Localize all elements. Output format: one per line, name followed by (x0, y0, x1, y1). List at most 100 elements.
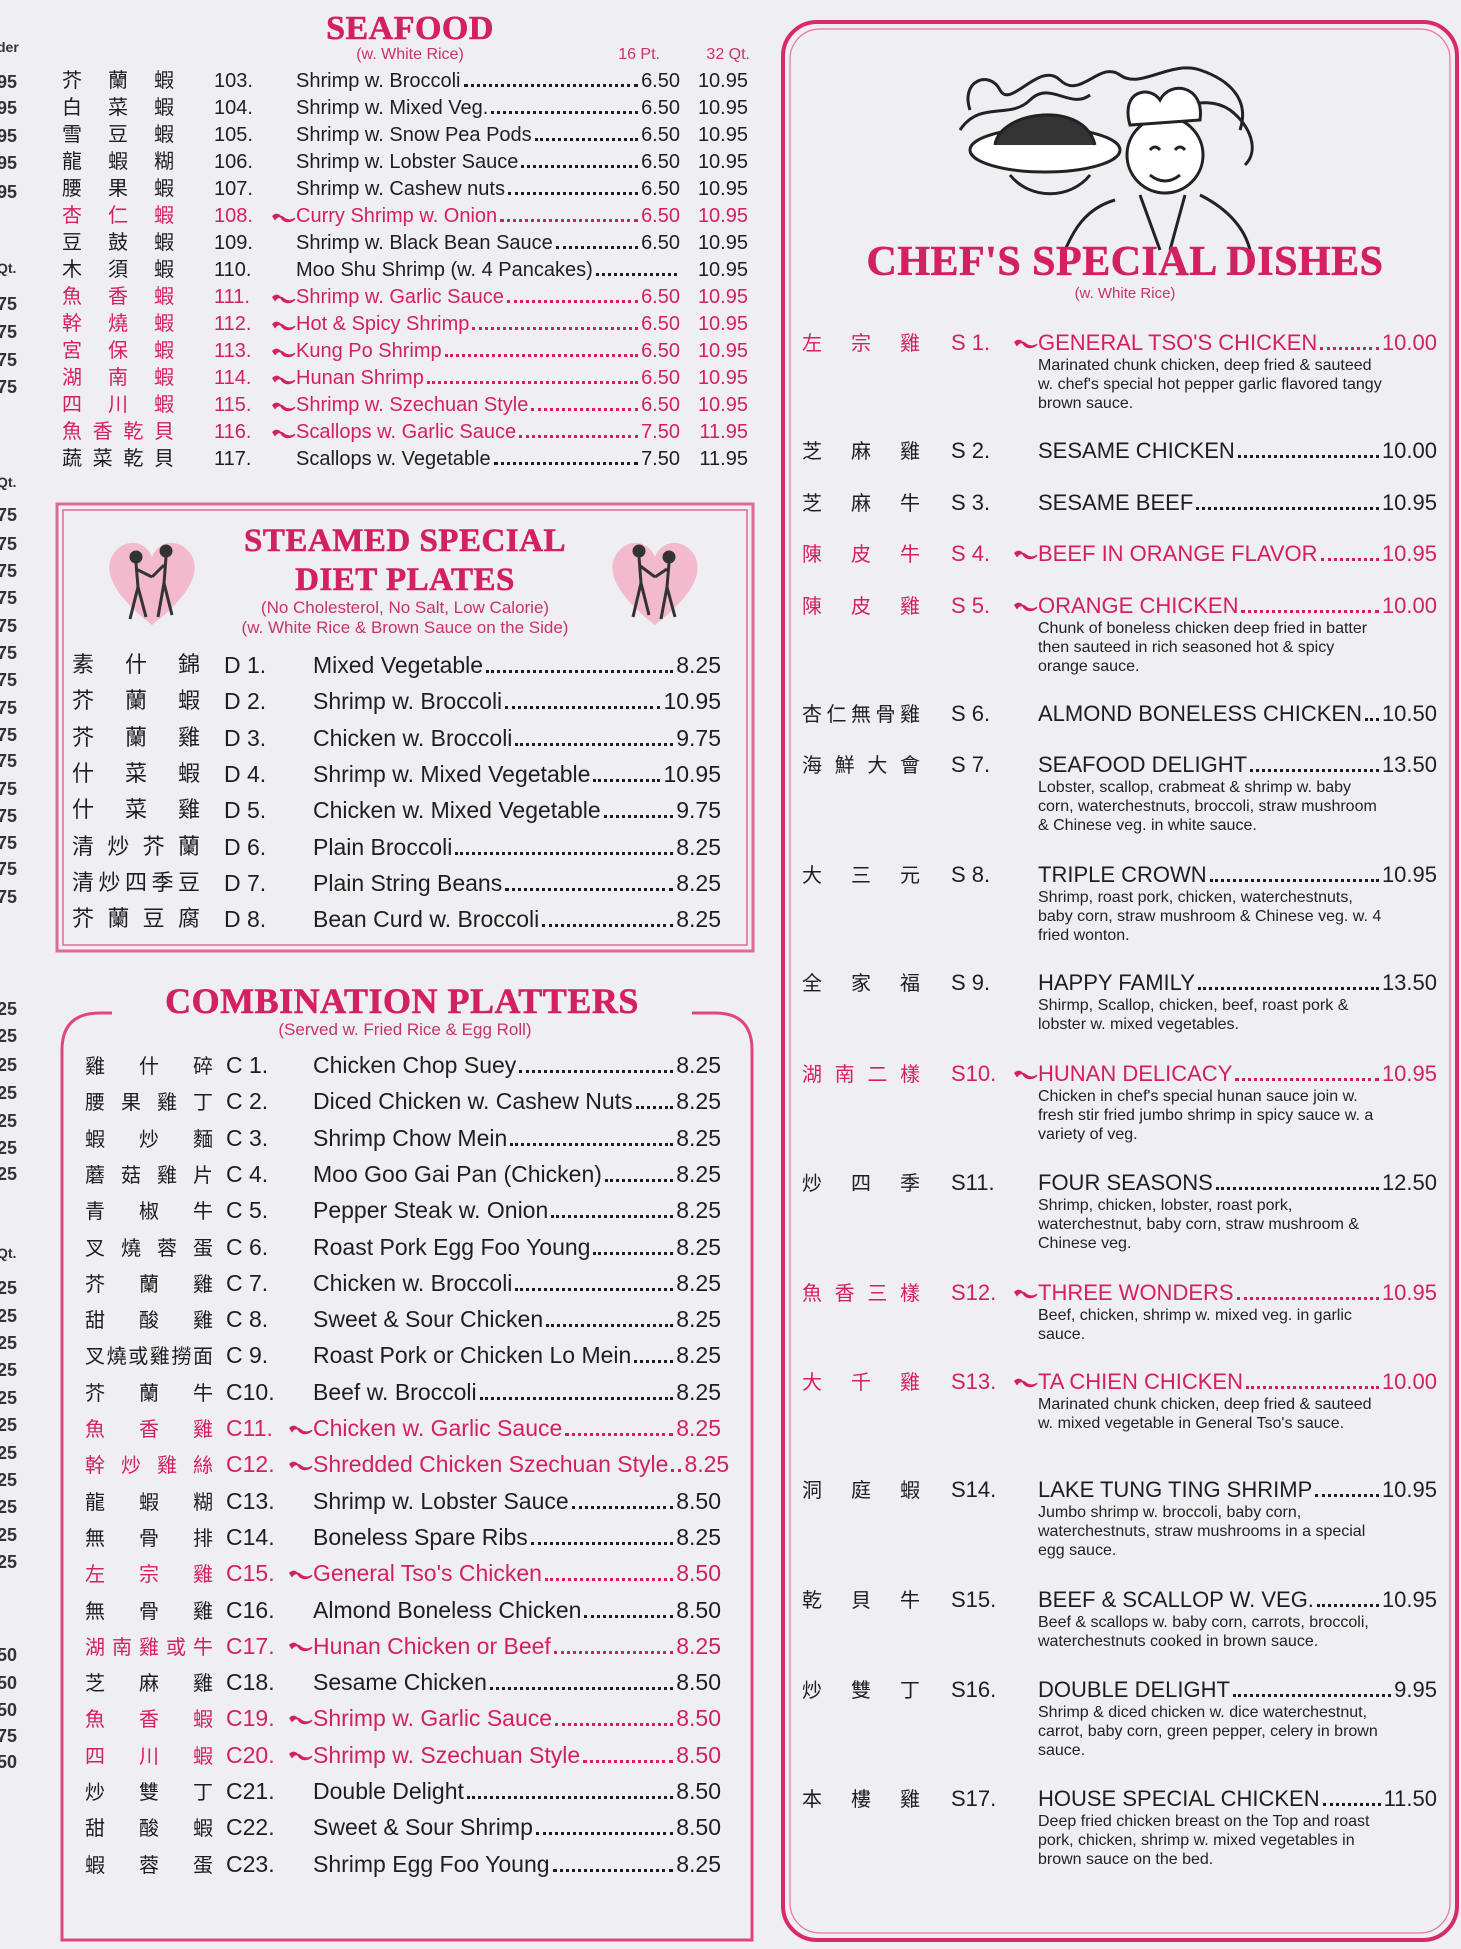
edge-fragment: 25 (0, 1278, 18, 1299)
price: 13.50 (1381, 752, 1437, 777)
price-pint: 6.50 (641, 313, 680, 335)
price: 8.25 (676, 1052, 721, 1078)
menu-item: 芥 蘭 牛 C10. Beef w. Broccoli 8.25 (85, 1372, 721, 1406)
price-pint: 6.50 (641, 394, 680, 416)
chinese-name: 蔬 菜 乾 貝 (62, 446, 174, 470)
item-name: SESAME BEEF (1038, 490, 1194, 515)
price: 10.95 (1381, 1477, 1437, 1502)
chinese-name: 杏 仁 蝦 (62, 203, 174, 227)
dot-leader (493, 462, 639, 465)
menu-item: 湖南二樣 S10. HUNAN DELICACY 10.95 (802, 1055, 1437, 1087)
dot-leader (505, 706, 661, 710)
menu-item: 白 菜 蝦 104. Shrimp w. Mixed Veg. 6.50 10.95 (62, 93, 748, 120)
spicy-icon (1014, 1070, 1038, 1080)
dot-leader (426, 381, 639, 384)
dot-leader (546, 1324, 674, 1328)
dot-leader (519, 435, 639, 438)
spicy-icon (1014, 602, 1038, 612)
chinese-name: 湖南雞或牛 (85, 1634, 213, 1659)
chinese-name: 杏仁無骨雞 (802, 702, 920, 726)
item-name: TRIPLE CROWN (1038, 862, 1207, 887)
price: 8.25 (676, 1342, 721, 1369)
chinese-name: 芥 蘭 豆 腐 (72, 907, 200, 933)
spicy-icon (272, 321, 296, 330)
item-name: Pepper Steak w. Onion (313, 1197, 549, 1224)
item-number: C 5. (226, 1197, 269, 1224)
item-number: C 6. (226, 1233, 269, 1260)
item-name: Shrimp w. Mixed Veg. (296, 97, 489, 119)
price-quart: 10.95 (697, 97, 748, 119)
menu-item: 芥 蘭 雞 C 7. Chicken w. Broccoli 8.25 (85, 1263, 721, 1297)
dot-leader (1235, 1078, 1379, 1081)
chinese-name: 左 宗 雞 (802, 331, 920, 355)
menu-item: 什 菜 蝦 D 4. Shrimp w. Mixed Vegetable 10.95 (72, 754, 721, 788)
edge-fragment: 75 (0, 1726, 18, 1747)
menu-item: 陳 皮 雞 S 5. ORANGE CHICKEN 10.00 (802, 587, 1437, 619)
menu-item: 四 川 蝦 115. Shrimp w. Szechuan Style 6.50 10.… (62, 390, 748, 417)
item-number: 105. (214, 124, 253, 146)
item-number: 104. (214, 97, 253, 119)
spicy-icon (289, 1751, 313, 1761)
menu-item: 魚 香 蝦 C19. Shrimp w. Garlic Sauce 8.50 (85, 1698, 721, 1732)
spicy-icon (272, 402, 296, 411)
dot-leader (1250, 769, 1379, 772)
chinese-name: 無 骨 排 (85, 1525, 213, 1550)
menu-item: 雪 豆 蝦 105. Shrimp w. Snow Pea Pods 6.50 10.9… (62, 120, 748, 147)
menu-item: 蝦 蓉 蛋 C23. Shrimp Egg Foo Young 8.25 (85, 1844, 721, 1878)
item-number: C 1. (226, 1052, 269, 1078)
edge-fragment: 75 (0, 560, 18, 581)
dot-leader (500, 219, 639, 222)
price: 8.25 (676, 869, 721, 896)
dot-leader (479, 1396, 674, 1400)
edge-fragment: 50 (0, 1752, 18, 1773)
menu-item: 龍 蝦 糊 106. Shrimp w. Lobster Sauce 6.50 10.9… (62, 147, 748, 174)
menu-item: 甜 酸 蝦 C22. Sweet & Sour Shrimp 8.50 (85, 1807, 721, 1841)
price: 12.50 (1381, 1170, 1437, 1195)
chinese-name: 雪 豆 蝦 (62, 122, 174, 146)
chinese-name: 大 三 元 (802, 863, 920, 887)
menu-item: 乾 貝 牛 S15. BEEF & SCALLOP W. VEG. 10.95 (802, 1581, 1437, 1613)
item-number: C18. (226, 1669, 275, 1696)
chinese-name: 幹 燒 蝦 (62, 311, 174, 335)
edge-fragment: 75 (0, 833, 18, 854)
edge-fragment: 25 (0, 1305, 18, 1326)
edge-fragment: 75 (0, 643, 18, 664)
item-number: S 7. (951, 752, 991, 777)
price-pint: 7.50 (641, 421, 680, 443)
chinese-name: 大 千 雞 (802, 1370, 920, 1394)
item-number: 115. (214, 394, 296, 417)
dot-leader (1209, 879, 1379, 882)
title-line: DIET PLATES (295, 562, 515, 599)
menu-item: 芥 蘭 蝦 D 2. Shrimp w. Broccoli 10.95 (72, 681, 721, 715)
chef-box-inner (789, 28, 1451, 1934)
chinese-name: 全 家 福 (802, 971, 920, 995)
menu-item: 芝 麻 雞 S 2. SESAME CHICKEN 10.00 (802, 432, 1437, 464)
chinese-name: 炒 雙 丁 (802, 1678, 920, 1702)
edge-fragment: 25 (0, 1524, 18, 1545)
price-quart: 11.95 (699, 421, 748, 443)
price-quart: 10.95 (697, 205, 748, 227)
menu-item: 蔬 菜 乾 貝 117. Scallops w. Vegetable 7.50 11.9… (62, 444, 748, 471)
item-name: Moo Goo Gai Pan (Chicken) (313, 1160, 602, 1187)
item-number: 114. (214, 367, 296, 390)
chinese-name: 芥 蘭 牛 (85, 1380, 213, 1405)
item-name: GENERAL TSO'S CHICKEN (1038, 330, 1318, 355)
chinese-name: 甜 酸 蝦 (85, 1816, 213, 1841)
dot-leader (1316, 1604, 1379, 1607)
chinese-name: 什 菜 蝦 (72, 761, 200, 787)
chinese-name: 幹 炒 雞 絲 (85, 1453, 213, 1478)
price: 10.95 (1381, 1061, 1437, 1086)
item-name: HOUSE SPECIAL CHICKEN (1038, 1786, 1320, 1811)
chinese-name: 白 菜 蝦 (62, 95, 174, 119)
menu-item: 魚 香 雞 C11. Chicken w. Garlic Sauce 8.25 (85, 1408, 721, 1442)
chinese-name: 腰 果 雞 丁 (85, 1090, 213, 1115)
item-name: Chicken w. Mixed Vegetable (313, 797, 601, 824)
chinese-name: 四 川 蝦 (62, 392, 174, 416)
note: (w. White Rice & Brown Sauce on the Side… (241, 618, 569, 637)
item-number: 108. (214, 205, 296, 228)
item-name: Kung Po Shrimp (296, 340, 442, 362)
price: 10.95 (663, 760, 721, 787)
menu-item: 什 菜 雞 D 5. Chicken w. Mixed Vegetable 9.75 (72, 790, 721, 824)
item-description: Deep fried chicken breast on the Top and… (1038, 1813, 1370, 1868)
